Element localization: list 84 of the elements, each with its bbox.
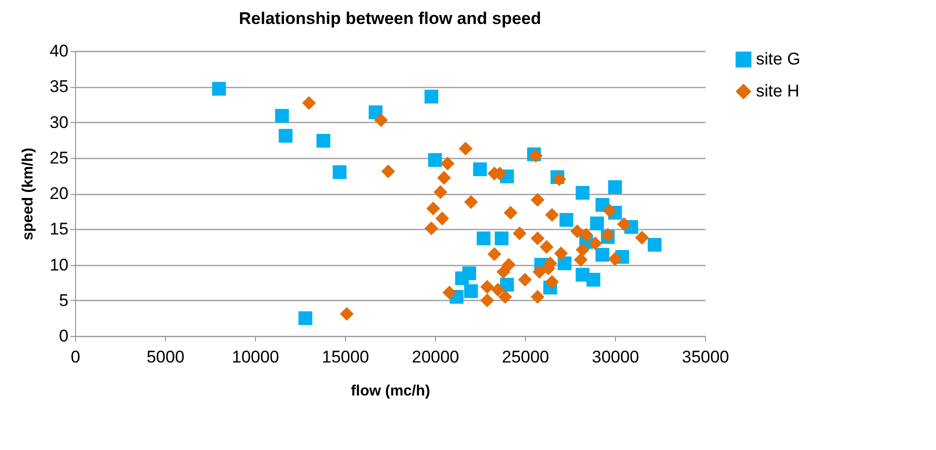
x-tick-label: 25000 (502, 348, 550, 366)
point (560, 212, 574, 227)
x-axis-title: flow (mc/h) (350, 382, 430, 400)
y-tick-label: 25 (50, 148, 68, 168)
y-tick-label: 30 (50, 112, 68, 132)
point (458, 142, 472, 156)
point (480, 280, 494, 294)
point (426, 202, 440, 216)
point (588, 236, 602, 250)
point (488, 247, 502, 261)
point (464, 195, 478, 209)
point (602, 204, 616, 218)
y-tick-label: 35 (50, 77, 68, 96)
point (374, 113, 388, 128)
point (473, 162, 487, 176)
y-tick-label: 5 (59, 290, 68, 310)
point (424, 90, 438, 104)
point (498, 290, 512, 304)
point (437, 170, 451, 185)
x-tick-label: 5000 (146, 348, 184, 366)
point (440, 156, 454, 170)
y-tick-label: 40 (50, 42, 68, 60)
point (554, 246, 568, 260)
point (502, 258, 516, 272)
point (545, 208, 559, 222)
point (600, 228, 615, 242)
point (435, 212, 450, 226)
point (530, 231, 544, 246)
point (316, 134, 330, 148)
point (496, 264, 510, 279)
point (530, 193, 544, 207)
point (576, 242, 590, 257)
point (212, 82, 226, 96)
point (442, 286, 456, 300)
x-tick-label: 35000 (682, 348, 730, 366)
point (464, 284, 478, 298)
point (332, 165, 346, 180)
point (608, 252, 622, 266)
point (532, 264, 546, 279)
point (275, 108, 289, 123)
y-tick-label: 10 (50, 255, 68, 274)
point (340, 307, 354, 321)
x-tick-label: 20000 (412, 348, 460, 366)
x-tick-label: 15000 (322, 348, 370, 366)
point (530, 290, 544, 304)
x-tick-label: 0 (70, 348, 80, 366)
point (512, 226, 526, 240)
x-tick-label: 10000 (232, 348, 280, 366)
point (586, 272, 600, 287)
point (574, 252, 588, 267)
point (608, 180, 622, 194)
point (590, 216, 604, 230)
point (476, 231, 490, 246)
point (504, 206, 518, 220)
point (570, 224, 584, 238)
x-tick-label: 30000 (592, 348, 640, 366)
point (278, 128, 292, 143)
point (480, 293, 494, 308)
legend-label: site H (756, 82, 800, 100)
y-axis-title: speed (km/h) (20, 148, 37, 240)
point (558, 256, 572, 270)
point (428, 153, 442, 167)
point (576, 186, 590, 200)
point (381, 164, 396, 178)
point (462, 266, 476, 280)
point (596, 248, 610, 262)
y-tick-label: 20 (50, 184, 68, 203)
y-tick-label: 15 (50, 220, 68, 239)
point (494, 231, 508, 246)
point (648, 238, 662, 252)
point (635, 230, 649, 245)
point (491, 282, 505, 297)
point (579, 228, 594, 242)
point (424, 222, 438, 236)
chart-title: Relationship between flow and speed (238, 9, 542, 28)
y-tick-label: 0 (59, 326, 68, 346)
point (545, 274, 559, 289)
point (298, 311, 312, 326)
point (540, 240, 554, 254)
point (302, 96, 316, 110)
legend-label: site G (756, 50, 800, 68)
point (518, 272, 532, 287)
point (617, 217, 631, 232)
point (434, 185, 448, 199)
